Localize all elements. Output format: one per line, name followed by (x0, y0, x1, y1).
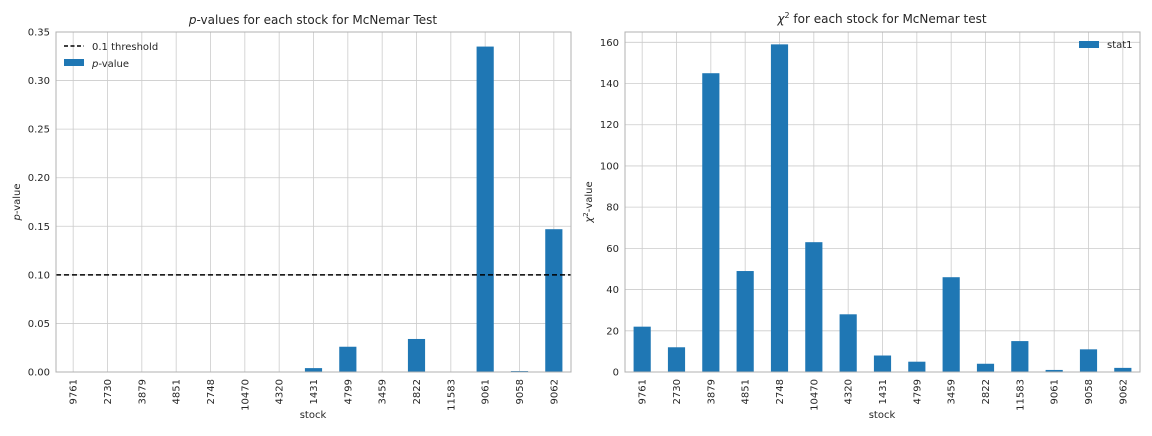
bar (908, 361, 926, 372)
x-tick-label: 9058 (1084, 379, 1095, 404)
x-tick-label: 9062 (1118, 379, 1129, 404)
y-tick-label: 0.20 (28, 173, 50, 184)
bar (1114, 367, 1132, 372)
x-tick-label: 4799 (343, 379, 354, 404)
x-tick-labels: 9761 2730 3879 4851 2748 10470 4320 1431 4799 345… (638, 379, 1130, 411)
bar (873, 355, 892, 372)
bars (633, 44, 1132, 372)
chart-title: χ2 for each stock for McNemar test (776, 11, 987, 26)
x-tick-label: 3879 (137, 379, 148, 404)
bar (736, 271, 754, 372)
chart-title: p-values for each stock for McNemar Test (188, 13, 438, 27)
x-tick-label: 9058 (515, 379, 526, 404)
legend: 0.1 threshold p-value (64, 42, 158, 70)
bar (805, 242, 823, 372)
x-tick-label: 4851 (172, 379, 183, 404)
plot-frame (55, 31, 572, 373)
x-tick-label: 4799 (912, 379, 923, 404)
x-tick-label: 4851 (741, 379, 752, 404)
y-tick-label: 0.35 (28, 28, 50, 39)
bar (667, 347, 686, 372)
bar (839, 314, 857, 372)
x-tick-label: 2748 (775, 379, 786, 404)
y-tick-labels: 0.00 0.05 0.10 0.15 0.20 0.25 0.30 0.35 (28, 28, 50, 379)
legend: stat1 (1079, 40, 1133, 51)
bar (1011, 341, 1029, 372)
x-tick-label: 11583 (446, 379, 457, 411)
y-axis-label: p-value (12, 183, 23, 221)
chi2-chart: χ2 for each stock for McNemar test 0 20 40… (582, 11, 1141, 421)
bar (545, 229, 563, 372)
pvalue-chart: p-values for each stock for McNemar Test… (12, 13, 572, 421)
x-tick-label: 4320 (275, 379, 286, 404)
legend-bar-swatch (64, 59, 84, 66)
y-tick-label: 20 (606, 326, 619, 337)
x-axis-label: stock (300, 410, 327, 421)
bars (304, 46, 563, 372)
y-tick-label: 80 (606, 203, 619, 214)
y-tick-label: 140 (600, 79, 619, 90)
x-tick-label: 2822 (981, 379, 992, 404)
y-tick-label: 0.00 (28, 368, 50, 379)
bar (304, 368, 323, 372)
bar (407, 338, 426, 372)
x-tick-label: 2822 (412, 379, 423, 404)
x-tick-label: 3879 (706, 379, 717, 404)
x-tick-label: 1431 (309, 379, 320, 404)
x-tick-label: 3459 (947, 379, 958, 404)
bar (702, 73, 720, 372)
bar (770, 44, 789, 372)
bar (976, 363, 995, 372)
y-tick-label: 60 (606, 244, 619, 255)
bar (339, 346, 357, 372)
y-tick-label: 0.30 (28, 76, 50, 87)
bar (633, 326, 651, 372)
x-tick-label: 9061 (481, 379, 492, 404)
y-tick-label: 160 (600, 38, 619, 49)
x-tick-label: 10470 (240, 379, 251, 411)
legend-bar-swatch (1079, 41, 1099, 48)
y-tick-label: 100 (600, 161, 619, 172)
x-tick-label: 2730 (103, 379, 114, 404)
y-tick-label: 40 (606, 285, 619, 296)
y-tick-labels: 0 20 40 60 80 100 120 140 160 (600, 38, 619, 379)
y-tick-label: 0.25 (28, 125, 50, 136)
y-tick-label: 0.15 (28, 222, 50, 233)
x-tick-label: 11583 (1015, 379, 1026, 411)
y-tick-label: 120 (600, 120, 619, 131)
plot-frame (624, 31, 1141, 373)
y-tick-label: 0 (613, 368, 619, 379)
x-tick-label: 2730 (672, 379, 683, 404)
x-tick-label: 9061 (1050, 379, 1061, 404)
legend-threshold-label: 0.1 threshold (92, 42, 158, 53)
x-tick-label: 2748 (206, 379, 217, 404)
legend-series-label: stat1 (1107, 40, 1133, 51)
x-tick-label: 10470 (809, 379, 820, 411)
y-axis-label: χ2-value (582, 181, 595, 223)
x-tick-label: 9761 (638, 379, 649, 404)
x-tick-label: 9761 (69, 379, 80, 404)
y-tick-label: 0.05 (28, 319, 50, 330)
bar (1045, 369, 1063, 372)
x-tick-label: 4320 (844, 379, 855, 404)
x-tick-label: 9062 (549, 379, 560, 404)
bar (476, 46, 494, 372)
x-tick-label: 3459 (378, 379, 389, 404)
x-axis-label: stock (869, 410, 896, 421)
bar (1079, 349, 1098, 372)
y-tick-label: 0.10 (28, 270, 50, 281)
bar (942, 277, 960, 372)
x-tick-label: 1431 (878, 379, 889, 404)
x-tick-labels: 9761 2730 3879 4851 2748 10470 4320 1431 4799 345… (69, 379, 561, 411)
legend-bar-label: p-value (91, 59, 129, 70)
